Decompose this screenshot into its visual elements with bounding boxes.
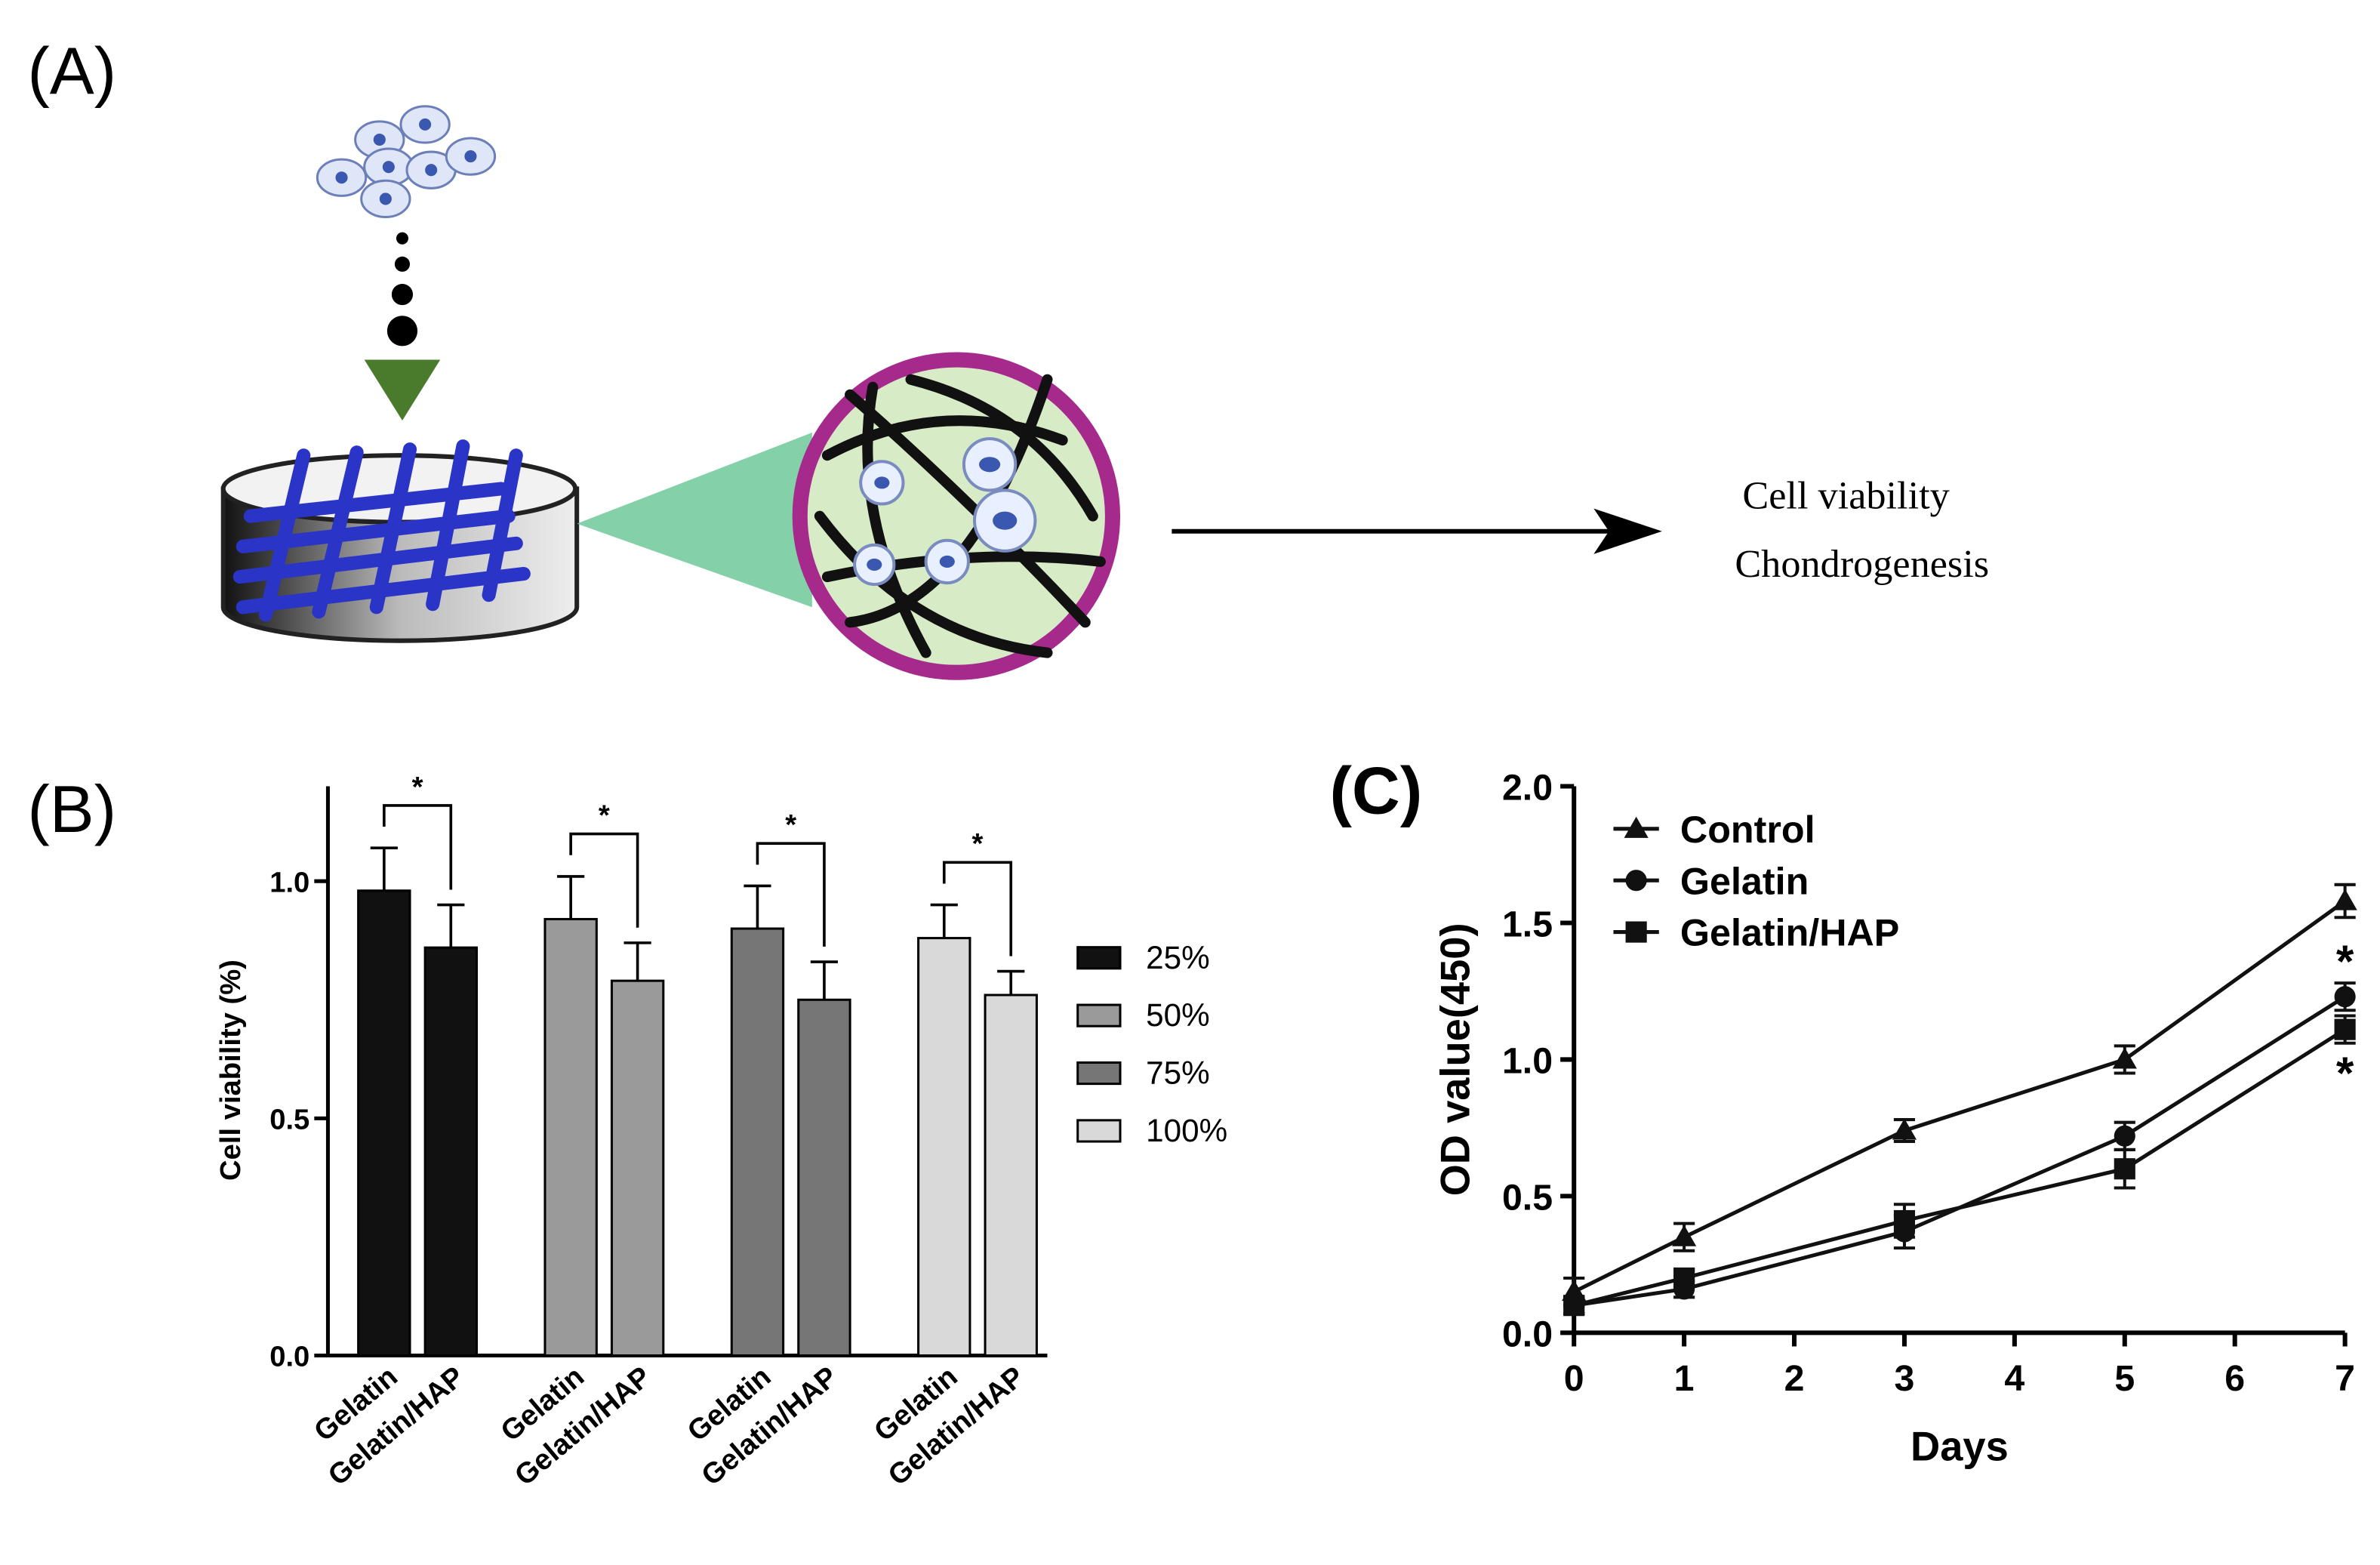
legend-label: 75% [1146, 1055, 1210, 1091]
error-bar [930, 903, 958, 938]
x-tick-label: 7 [2335, 1358, 2355, 1399]
bar [984, 994, 1038, 1357]
y-tick-label: 0.0 [1502, 1314, 1553, 1354]
bar [797, 998, 851, 1357]
output-text: Chondrogenesis [1735, 542, 1989, 586]
error-bar [370, 846, 398, 891]
error-bar [810, 960, 839, 1000]
panel-label: (A) [27, 34, 116, 109]
significance-bracket [942, 861, 1013, 957]
error-bar [557, 875, 585, 920]
y-tick-label: 1.0 [1502, 1041, 1553, 1082]
x-tick-label: 0 [1564, 1358, 1584, 1399]
legend-label: Gelatin/HAP [1680, 912, 1899, 954]
marker [2112, 1047, 2137, 1069]
legend-swatch [1076, 946, 1122, 970]
marker [2332, 889, 2357, 910]
y-tick-label: 0.0 [269, 1341, 309, 1373]
y-axis-label: OD value(450) [1432, 923, 1478, 1196]
x-tick-label: 2 [1784, 1358, 1805, 1399]
x-tick-label: 5 [2114, 1358, 2135, 1399]
error-bar [997, 969, 1025, 995]
cells [316, 105, 497, 219]
bar [543, 917, 598, 1357]
marker [2334, 986, 2356, 1008]
significance: * [599, 799, 610, 832]
x-axis-label: Days [1910, 1423, 2009, 1469]
x-tick-label: 6 [2225, 1358, 2245, 1399]
marker [2114, 1158, 2135, 1180]
x-tick-label: 4 [2004, 1358, 2024, 1399]
error-bar [744, 884, 771, 929]
x-tick-label: 1 [1674, 1358, 1695, 1399]
drops [386, 232, 418, 347]
legend-label: 50% [1146, 997, 1210, 1033]
marker [2114, 1125, 2135, 1147]
zoom-cone [577, 433, 812, 608]
error-bar [437, 903, 465, 948]
y-axis-label: Cell viability (%) [214, 960, 247, 1181]
arrow-head [364, 359, 441, 421]
bar [917, 937, 971, 1357]
significance: * [2336, 1047, 2354, 1098]
bar [423, 946, 478, 1357]
significance: * [785, 809, 796, 841]
marker [1673, 1267, 1695, 1289]
panel-label: (B) [27, 772, 116, 846]
marker [1563, 1295, 1585, 1317]
x-tick-label: 3 [1895, 1358, 1915, 1399]
legend-label: Control [1680, 809, 1815, 851]
marker [1625, 921, 1647, 943]
legend-label: Gelatin [1680, 860, 1809, 902]
line [1573, 899, 2347, 1294]
significance-bracket [383, 804, 453, 890]
legend-label: 100% [1146, 1113, 1227, 1148]
significance: * [412, 771, 423, 803]
marker [1625, 870, 1647, 892]
bar [357, 889, 411, 1357]
legend-swatch [1076, 1061, 1122, 1086]
significance-bracket [756, 842, 826, 947]
significance-bracket [569, 832, 639, 928]
output-text: Cell viability [1742, 474, 1949, 518]
marker [1624, 816, 1649, 838]
y-tick-label: 0.5 [269, 1103, 309, 1135]
dish [220, 439, 580, 643]
line [1573, 995, 2346, 1308]
panel-label: (C) [1329, 753, 1422, 828]
process-arrow [1172, 508, 1662, 554]
marker [1672, 1225, 1697, 1246]
legend-swatch [1076, 1003, 1122, 1027]
significance: * [2336, 935, 2354, 987]
bar [730, 927, 785, 1357]
legend-swatch [1076, 1119, 1122, 1143]
y-tick-label: 1.0 [269, 866, 309, 898]
y-tick-label: 0.5 [1502, 1178, 1553, 1218]
marker [1892, 1118, 1917, 1140]
y-tick-label: 2.0 [1502, 768, 1553, 809]
legend-label: 25% [1146, 940, 1210, 975]
bar [610, 979, 665, 1357]
zoom-circle [792, 352, 1121, 680]
y-tick-label: 1.5 [1502, 904, 1553, 945]
significance: * [972, 827, 984, 860]
marker [1893, 1209, 1916, 1232]
error-bar [623, 941, 651, 981]
marker [2334, 1018, 2356, 1040]
